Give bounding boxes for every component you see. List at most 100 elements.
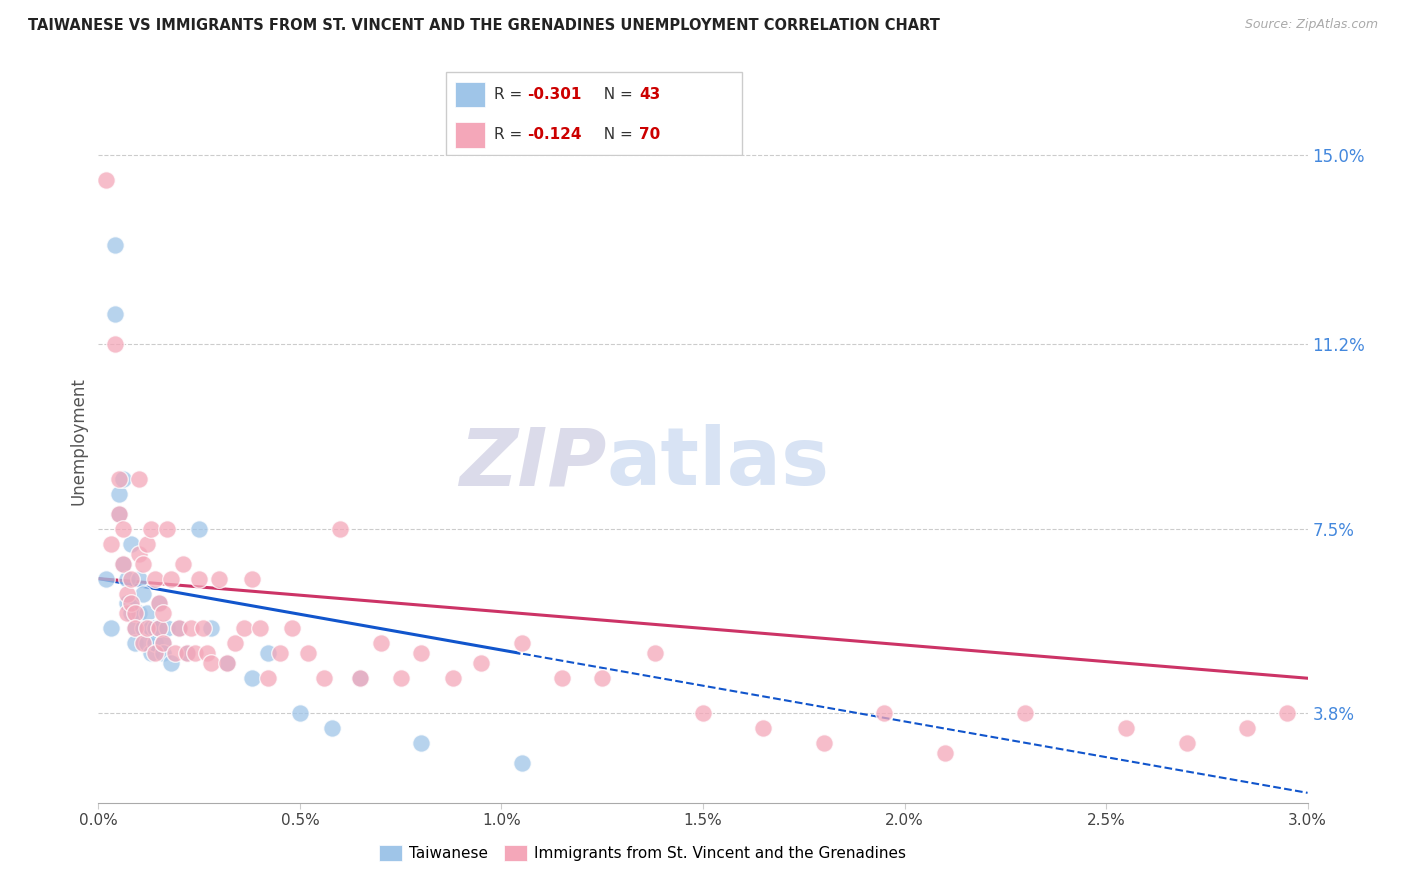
Point — [167, 621, 190, 635]
Point — [1236, 721, 1258, 735]
Point — [111, 522, 134, 536]
Point — [510, 756, 533, 770]
Text: R =: R = — [495, 128, 527, 143]
Point — [100, 537, 122, 551]
Text: ZIP: ZIP — [458, 425, 606, 502]
Text: -0.124: -0.124 — [527, 128, 582, 143]
Point — [132, 621, 155, 635]
Point — [510, 636, 533, 650]
Point — [156, 621, 179, 635]
Point — [297, 646, 319, 660]
Point — [314, 671, 336, 685]
Point — [152, 636, 174, 650]
Point — [132, 586, 155, 600]
Point — [1115, 721, 1137, 735]
Point — [180, 621, 202, 635]
Text: atlas: atlas — [606, 425, 830, 502]
Point — [139, 621, 162, 635]
Point — [124, 607, 146, 621]
Point — [200, 621, 222, 635]
Point — [111, 557, 134, 571]
Point — [208, 572, 231, 586]
Point — [160, 572, 183, 586]
Point — [813, 736, 835, 750]
Point — [1014, 706, 1036, 720]
Point — [124, 636, 146, 650]
Point — [152, 636, 174, 650]
Point — [103, 308, 125, 322]
Point — [184, 646, 207, 660]
Point — [644, 646, 666, 660]
Bar — [456, 81, 485, 107]
Point — [409, 646, 432, 660]
Point — [160, 657, 183, 671]
Point — [873, 706, 896, 720]
Point — [281, 621, 304, 635]
Point — [1175, 736, 1198, 750]
Point — [128, 472, 150, 486]
Point — [115, 607, 138, 621]
Point — [124, 621, 146, 635]
Point — [115, 572, 138, 586]
Point — [349, 671, 371, 685]
Point — [100, 621, 122, 635]
Point — [752, 721, 775, 735]
Point — [107, 507, 129, 521]
Point — [692, 706, 714, 720]
Point — [128, 547, 150, 561]
Point — [152, 646, 174, 660]
Point — [224, 636, 246, 650]
Point — [193, 621, 215, 635]
Legend: Taiwanese, Immigrants from St. Vincent and the Grenadines: Taiwanese, Immigrants from St. Vincent a… — [373, 839, 912, 867]
Point — [441, 671, 464, 685]
Point — [370, 636, 392, 650]
Point — [232, 621, 254, 635]
Point — [176, 646, 198, 660]
Point — [256, 646, 278, 660]
Point — [120, 597, 142, 611]
Point — [128, 572, 150, 586]
Point — [591, 671, 613, 685]
Bar — [456, 122, 485, 147]
Point — [107, 507, 129, 521]
Point — [143, 636, 166, 650]
Point — [135, 607, 157, 621]
Point — [288, 706, 311, 720]
Point — [143, 621, 166, 635]
Point — [156, 522, 179, 536]
Point — [135, 621, 157, 635]
Point — [188, 522, 211, 536]
Text: -0.301: -0.301 — [527, 87, 582, 102]
Y-axis label: Unemployment: Unemployment — [69, 377, 87, 506]
Point — [240, 671, 263, 685]
Point — [128, 607, 150, 621]
Point — [139, 646, 162, 660]
Point — [143, 572, 166, 586]
Point — [163, 646, 186, 660]
FancyBboxPatch shape — [446, 72, 742, 155]
Point — [217, 657, 239, 671]
Point — [124, 621, 146, 635]
Point — [389, 671, 412, 685]
Point — [200, 657, 222, 671]
Point — [143, 646, 166, 660]
Point — [148, 597, 170, 611]
Point — [176, 646, 198, 660]
Point — [470, 657, 492, 671]
Point — [256, 671, 278, 685]
Point — [111, 557, 134, 571]
Point — [148, 621, 170, 635]
Point — [96, 173, 118, 187]
Point — [329, 522, 352, 536]
Point — [551, 671, 574, 685]
Point — [240, 572, 263, 586]
Point — [103, 337, 125, 351]
Point — [120, 597, 142, 611]
Point — [132, 636, 155, 650]
Point — [120, 537, 142, 551]
Point — [148, 621, 170, 635]
Text: TAIWANESE VS IMMIGRANTS FROM ST. VINCENT AND THE GRENADINES UNEMPLOYMENT CORRELA: TAIWANESE VS IMMIGRANTS FROM ST. VINCENT… — [28, 18, 941, 33]
Point — [409, 736, 432, 750]
Point — [96, 572, 118, 586]
Point — [195, 646, 218, 660]
